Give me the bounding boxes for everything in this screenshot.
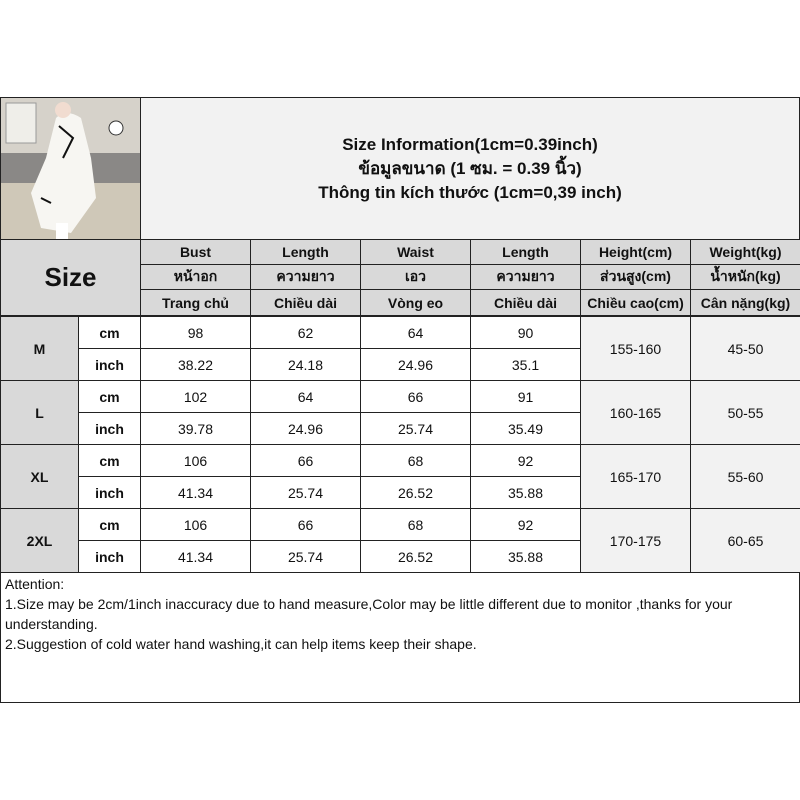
weight-range: 55-60: [690, 444, 800, 509]
weight-range: 50-55: [690, 380, 800, 445]
product-photo: [0, 97, 141, 240]
size-header: Size: [0, 239, 141, 316]
inch-value: 38.22: [140, 348, 251, 381]
column-header-th: น้ำหนัก(kg): [690, 264, 800, 290]
unit-inch: inch: [78, 348, 141, 381]
inch-value: 26.52: [360, 540, 471, 573]
cm-value: 90: [470, 316, 581, 349]
size-label: M: [0, 316, 79, 381]
inch-value: 41.34: [140, 476, 251, 509]
column-header-th: หน้าอก: [140, 264, 251, 290]
woman-pajamas-image: [1, 98, 140, 239]
title-en: Size Information(1cm=0.39inch): [342, 134, 598, 154]
inch-value: 24.96: [360, 348, 471, 381]
inch-value: 39.78: [140, 412, 251, 445]
inch-value: 25.74: [250, 540, 361, 573]
inch-value: 25.74: [360, 412, 471, 445]
inch-value: 25.74: [250, 476, 361, 509]
inch-value: 35.88: [470, 540, 581, 573]
unit-cm: cm: [78, 316, 141, 349]
column-header-vi: Chiều dài: [470, 289, 581, 316]
cm-value: 64: [250, 380, 361, 413]
attention-line-2: 2.Suggestion of cold water hand washing,…: [5, 636, 477, 652]
unit-cm: cm: [78, 444, 141, 477]
column-header-th: ความยาว: [250, 264, 361, 290]
inch-value: 35.88: [470, 476, 581, 509]
cm-value: 102: [140, 380, 251, 413]
weight-range: 45-50: [690, 316, 800, 381]
size-label: L: [0, 380, 79, 445]
column-header-vi: Cân nặng(kg): [690, 289, 800, 316]
column-header-vi: Chiều cao(cm): [580, 289, 691, 316]
height-range: 155-160: [580, 316, 691, 381]
size-label: 2XL: [0, 508, 79, 573]
column-header-en: Height(cm): [580, 239, 691, 265]
column-header-en: Weight(kg): [690, 239, 800, 265]
attention-heading: Attention:: [5, 576, 65, 592]
inch-value: 35.1: [470, 348, 581, 381]
cm-value: 92: [470, 444, 581, 477]
column-header-en: Waist: [360, 239, 471, 265]
unit-cm: cm: [78, 508, 141, 541]
inch-value: 24.18: [250, 348, 361, 381]
unit-cm: cm: [78, 380, 141, 413]
size-label: XL: [0, 444, 79, 509]
cm-value: 106: [140, 508, 251, 541]
cm-value: 68: [360, 444, 471, 477]
column-header-en: Length: [250, 239, 361, 265]
cm-value: 68: [360, 508, 471, 541]
height-range: 170-175: [580, 508, 691, 573]
attention-line-1: 1.Size may be 2cm/1inch inaccuracy due t…: [5, 596, 733, 632]
inch-value: 41.34: [140, 540, 251, 573]
inch-value: 26.52: [360, 476, 471, 509]
column-header-vi: Trang chủ: [140, 289, 251, 316]
size-info-title: Size Information(1cm=0.39inch) ข้อมูลขนา…: [140, 97, 800, 240]
cm-value: 66: [360, 380, 471, 413]
cm-value: 66: [250, 444, 361, 477]
unit-inch: inch: [78, 412, 141, 445]
column-header-vi: Vòng eo: [360, 289, 471, 316]
cm-value: 106: [140, 444, 251, 477]
column-header-vi: Chiều dài: [250, 289, 361, 316]
cm-value: 91: [470, 380, 581, 413]
title-vi: Thông tin kích thước (1cm=0,39 inch): [318, 182, 622, 202]
inch-value: 35.49: [470, 412, 581, 445]
cm-value: 98: [140, 316, 251, 349]
attention-notes: Attention: 1.Size may be 2cm/1inch inacc…: [0, 572, 800, 703]
title-th: ข้อมูลขนาด (1 ซม. = 0.39 นิ้ว): [358, 158, 582, 178]
column-header-th: ความยาว: [470, 264, 581, 290]
unit-inch: inch: [78, 540, 141, 573]
cm-value: 64: [360, 316, 471, 349]
cm-value: 62: [250, 316, 361, 349]
column-header-th: เอว: [360, 264, 471, 290]
inch-value: 24.96: [250, 412, 361, 445]
unit-inch: inch: [78, 476, 141, 509]
cm-value: 66: [250, 508, 361, 541]
height-range: 160-165: [580, 380, 691, 445]
column-header-en: Length: [470, 239, 581, 265]
column-header-en: Bust: [140, 239, 251, 265]
cm-value: 92: [470, 508, 581, 541]
height-range: 165-170: [580, 444, 691, 509]
column-header-th: ส่วนสูง(cm): [580, 264, 691, 290]
weight-range: 60-65: [690, 508, 800, 573]
